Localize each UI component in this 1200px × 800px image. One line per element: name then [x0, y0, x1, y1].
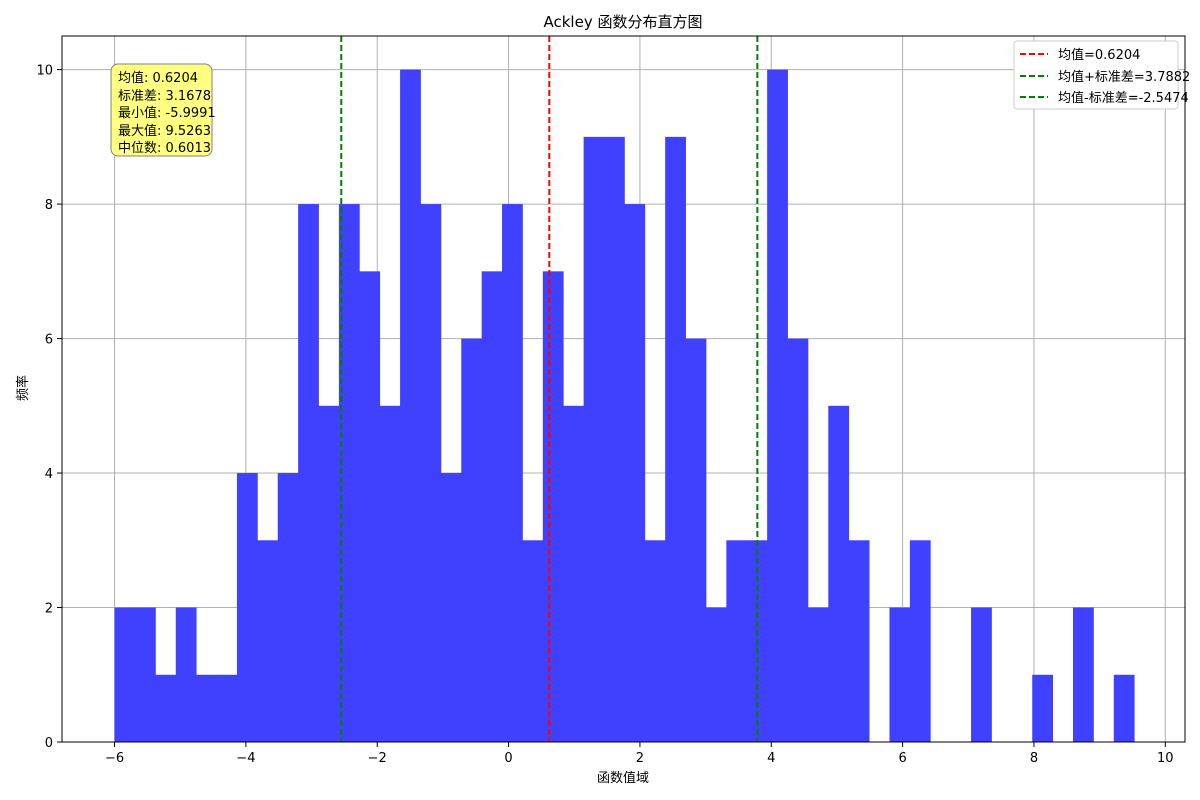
- histogram-bar: [175, 607, 197, 742]
- histogram-bar: [277, 473, 299, 742]
- histogram-bar: [379, 405, 401, 742]
- y-tick-label: 2: [45, 602, 53, 617]
- histogram-bar: [563, 405, 585, 742]
- histogram-bar: [705, 607, 727, 742]
- y-axis-ticks: 0 2 4 6 8 10: [36, 64, 62, 751]
- histogram-bar: [440, 473, 462, 742]
- x-tick-label: 8: [1030, 751, 1038, 766]
- x-tick-label: 0: [504, 751, 512, 766]
- stats-std: 标准差: 3.1678: [118, 89, 211, 104]
- y-axis-title: 频率: [15, 375, 31, 401]
- histogram-bar: [134, 607, 156, 742]
- histogram-bar: [767, 69, 788, 743]
- histogram-bar: [909, 540, 931, 742]
- plot-frame: [61, 35, 1186, 743]
- x-tick-label: −2: [368, 751, 387, 766]
- histogram-bar: [624, 204, 646, 743]
- legend-mean-label: 均值=0.6204: [1058, 47, 1140, 63]
- x-axis-title: 函数值域: [597, 770, 649, 786]
- histogram-bar: [298, 204, 319, 743]
- reference-lines: [340, 36, 759, 742]
- histogram-bar: [665, 136, 686, 742]
- histogram-bar: [114, 607, 136, 742]
- x-tick-label: 6: [898, 751, 906, 766]
- histogram-bar: [971, 607, 992, 742]
- histogram-bar: [481, 271, 503, 742]
- legend-lower-label: 均值-标准差=-2.5474: [1058, 90, 1189, 106]
- histogram-bar: [318, 405, 340, 742]
- histogram-bar: [236, 473, 258, 742]
- histogram-bar: [1032, 674, 1054, 742]
- x-tick-label: −6: [105, 751, 124, 766]
- histogram-bar: [604, 136, 625, 742]
- x-tick-label: 10: [1157, 751, 1174, 766]
- histogram-bar: [461, 338, 483, 742]
- stats-box: 均值: 0.6204 标准差: 3.1678 最小值: -5.9991 最大值:…: [110, 63, 216, 157]
- histogram-bar: [828, 405, 850, 742]
- stats-min: 最小值: -5.9991: [118, 105, 216, 121]
- x-tick-label: −4: [236, 751, 255, 766]
- chart-title: Ackley 函数分布直方图: [544, 13, 703, 31]
- histogram-bar: [420, 204, 442, 743]
- y-tick-label: 6: [45, 333, 53, 348]
- histogram-bar: [807, 607, 829, 742]
- histogram-bar: [257, 540, 279, 742]
- histogram-bar: [685, 338, 707, 742]
- x-tick-label: 4: [767, 751, 775, 766]
- stats-mean: 均值: 0.6204: [118, 70, 198, 86]
- stats-box-background: [110, 63, 213, 157]
- stats-median: 中位数: 0.6013: [118, 141, 211, 156]
- histogram-bar: [889, 607, 911, 742]
- histogram-bar: [400, 69, 421, 743]
- histogram-bar: [196, 674, 217, 742]
- histogram-bar: [726, 540, 748, 742]
- histogram-bar: [338, 204, 360, 743]
- y-tick-label: 10: [36, 64, 53, 79]
- histogram-bar: [155, 674, 177, 742]
- y-tick-label: 8: [45, 198, 53, 213]
- histogram-bar: [216, 674, 238, 742]
- histogram-bar: [1073, 607, 1094, 742]
- stats-max: 最大值: 9.5263: [118, 123, 211, 139]
- histogram-bar: [583, 136, 605, 742]
- x-tick-label: 2: [636, 751, 644, 766]
- y-tick-label: 0: [45, 736, 53, 751]
- y-tick-label: 4: [45, 467, 53, 482]
- histogram-bar: [787, 338, 809, 742]
- legend-box: [1013, 40, 1179, 110]
- histogram-bar: [502, 204, 523, 743]
- histogram-bar: [522, 540, 544, 742]
- legend-upper-label: 均值+标准差=3.7882: [1058, 69, 1190, 85]
- histogram-bars: [114, 69, 1135, 743]
- histogram-bar: [359, 271, 381, 742]
- histogram-bar: [644, 540, 666, 742]
- x-axis-ticks: −6 −4 −2 0 2 4 6 8 10: [105, 742, 1174, 766]
- histogram-bar: [848, 540, 870, 742]
- histogram-bar: [542, 271, 564, 742]
- legend: 均值=0.6204 均值+标准差=3.7882 均值-标准差=-2.5474: [1013, 40, 1190, 110]
- histogram-bar: [1113, 674, 1135, 742]
